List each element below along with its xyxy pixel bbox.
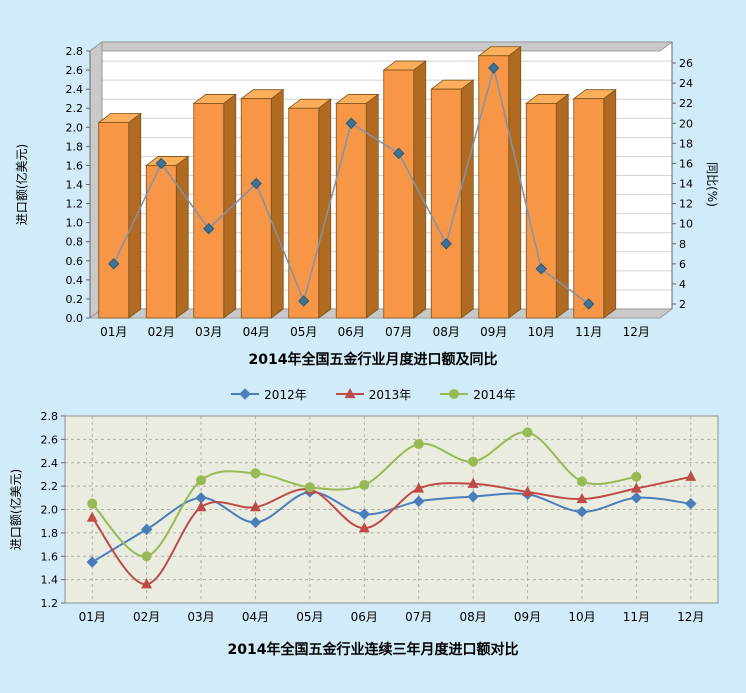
monthly-import-bar-line-chart: 01月 02月 03月 04月 05月 06月 07月 08月 09月 10月 11月 12月 0.0 0… — [14, 41, 719, 339]
svg-text:02月: 02月 — [148, 325, 175, 339]
svg-text:05月: 05月 — [296, 610, 323, 624]
svg-text:08月: 08月 — [459, 610, 486, 624]
three-year-comparison-line-chart: 01月 02月 03月 04月 05月 06月 07月 08月 09月 10月 11月 12月 1.2 1… — [8, 410, 719, 624]
top-chart-block: 01月 02月 03月 04月 05月 06月 07月 08月 09月 10月 11月 12月 0.0 0… — [0, 6, 746, 372]
svg-text:10月: 10月 — [568, 610, 595, 624]
svg-text:04月: 04月 — [242, 610, 269, 624]
legend-label: 2013年 — [368, 387, 412, 402]
svg-text:2.2: 2.2 — [66, 102, 84, 115]
svg-text:26: 26 — [679, 57, 693, 70]
legend-label: 2014年 — [473, 387, 516, 402]
svg-text:1.0: 1.0 — [66, 217, 84, 230]
bottom-chart-block: 2012年 2013年 2014年 01月 02月 03月 04月 05月 06月 07月 08月… — [0, 382, 746, 662]
legend-item-2012年: 2012年 — [230, 386, 307, 403]
svg-text:2.6: 2.6 — [66, 64, 84, 77]
circle-marker-icon — [440, 389, 469, 399]
svg-text:1.2: 1.2 — [41, 597, 59, 610]
diamond-marker-icon — [231, 388, 260, 400]
svg-text:1.8: 1.8 — [66, 140, 84, 153]
svg-text:12月: 12月 — [623, 325, 650, 339]
svg-text:12: 12 — [679, 198, 693, 211]
svg-text:0.8: 0.8 — [66, 236, 84, 249]
bottom-chart-title: 2014年全国五金行业连续三年月度进口额对比 — [227, 642, 519, 658]
svg-text:2.8: 2.8 — [41, 410, 59, 423]
svg-text:2.4: 2.4 — [41, 457, 59, 470]
svg-text:14: 14 — [679, 178, 693, 191]
svg-text:08月: 08月 — [433, 325, 460, 339]
svg-text:1.4: 1.4 — [66, 179, 84, 192]
svg-text:进口额(亿美元): 进口额(亿美元) — [8, 469, 23, 550]
svg-text:11月: 11月 — [623, 610, 650, 624]
svg-text:2.2: 2.2 — [41, 480, 59, 493]
svg-text:02月: 02月 — [133, 610, 160, 624]
svg-text:2.4: 2.4 — [66, 83, 84, 96]
svg-text:同比(%): 同比(%) — [705, 162, 719, 207]
svg-text:04月: 04月 — [243, 325, 270, 339]
svg-text:10: 10 — [679, 218, 693, 231]
svg-text:0.2: 0.2 — [66, 293, 84, 306]
svg-text:20: 20 — [679, 117, 693, 130]
svg-text:22: 22 — [679, 97, 693, 110]
legend-label: 2012年 — [264, 387, 307, 402]
svg-text:0.4: 0.4 — [66, 274, 84, 287]
svg-text:1.2: 1.2 — [66, 198, 84, 211]
svg-text:24: 24 — [679, 77, 693, 90]
svg-text:01月: 01月 — [100, 325, 127, 339]
svg-text:2.0: 2.0 — [41, 504, 59, 517]
svg-text:1.8: 1.8 — [41, 527, 59, 540]
svg-text:06月: 06月 — [338, 325, 365, 339]
svg-text:2.0: 2.0 — [66, 121, 84, 134]
svg-text:0.6: 0.6 — [66, 255, 84, 268]
svg-text:09月: 09月 — [514, 610, 541, 624]
svg-text:进口额(亿美元): 进口额(亿美元) — [14, 144, 29, 225]
svg-text:05月: 05月 — [290, 325, 317, 339]
svg-text:2.8: 2.8 — [66, 45, 84, 58]
svg-text:07月: 07月 — [385, 325, 412, 339]
svg-text:11月: 11月 — [575, 325, 602, 339]
triangle-marker-icon — [335, 387, 364, 399]
svg-text:8: 8 — [679, 238, 686, 251]
svg-text:03月: 03月 — [195, 325, 222, 339]
svg-text:1.6: 1.6 — [41, 550, 59, 563]
svg-text:16: 16 — [679, 157, 693, 170]
svg-text:4: 4 — [679, 278, 686, 291]
legend-item-2014年: 2014年 — [439, 386, 516, 403]
svg-text:01月: 01月 — [79, 610, 106, 624]
svg-text:1.6: 1.6 — [66, 159, 84, 172]
svg-text:12月: 12月 — [677, 610, 704, 624]
top-chart-title: 2014年全国五金行业月度进口额及同比 — [248, 352, 498, 368]
svg-text:18: 18 — [679, 137, 693, 150]
svg-text:1.4: 1.4 — [41, 574, 59, 587]
svg-text:03月: 03月 — [187, 610, 214, 624]
svg-text:2.6: 2.6 — [41, 433, 59, 446]
svg-text:10月: 10月 — [528, 325, 555, 339]
svg-text:09月: 09月 — [480, 325, 507, 339]
svg-text:0.0: 0.0 — [66, 312, 84, 325]
svg-text:07月: 07月 — [405, 610, 432, 624]
svg-text:6: 6 — [679, 258, 686, 271]
legend-item-2013年: 2013年 — [335, 386, 412, 403]
legend: 2012年 2013年 2014年 — [0, 382, 746, 406]
svg-text:2: 2 — [679, 298, 686, 311]
svg-text:06月: 06月 — [351, 610, 378, 624]
